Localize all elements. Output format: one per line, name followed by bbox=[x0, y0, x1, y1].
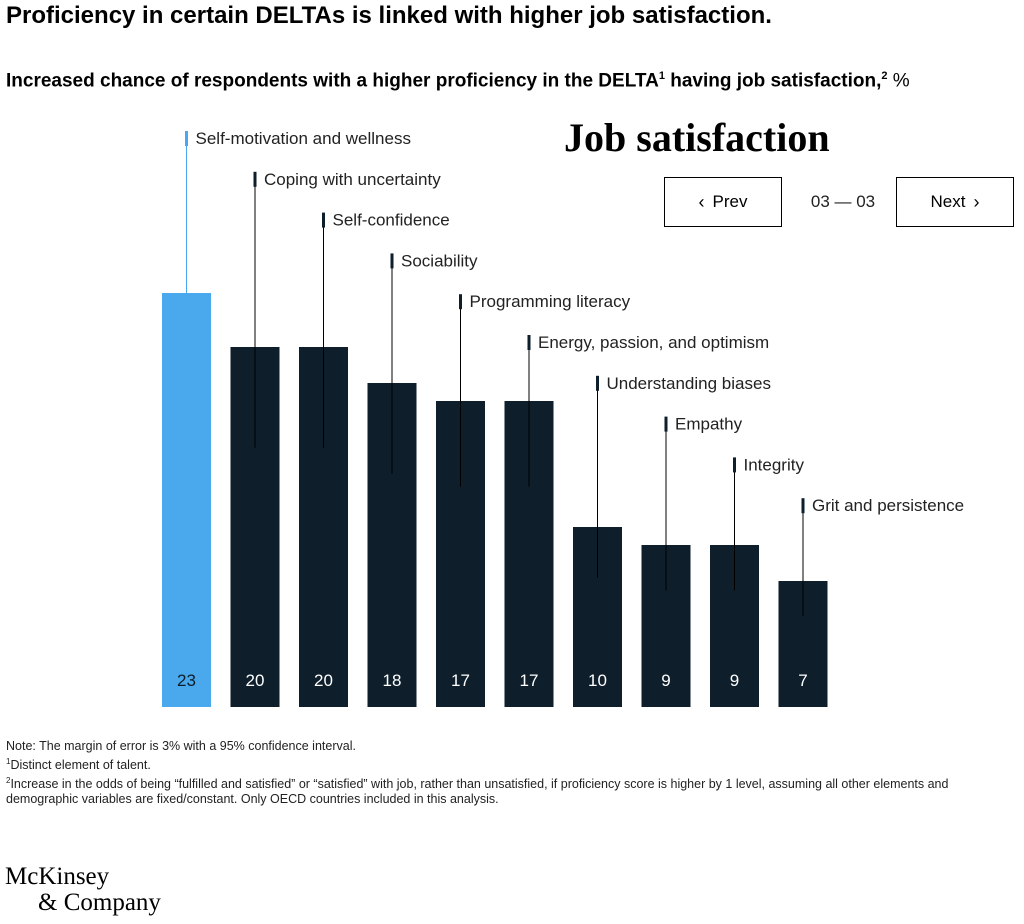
page-indicator: 03 — 03 bbox=[810, 192, 876, 211]
label-tick-6 bbox=[596, 375, 599, 391]
logo-line-2: & Company bbox=[38, 889, 161, 916]
footnotes: Note: The margin of error is 3% with a 9… bbox=[6, 739, 1016, 807]
panel-title: Job satisfaction bbox=[564, 115, 830, 160]
note-text: Note: The margin of error is 3% with a 9… bbox=[6, 739, 356, 753]
next-label: Next bbox=[930, 192, 966, 211]
footnote-2: 2Increase in the odds of being “fulfille… bbox=[6, 776, 949, 807]
prev-label: Prev bbox=[712, 192, 748, 211]
category-label-9: Grit and persistence bbox=[812, 496, 964, 515]
value-label-9: 7 bbox=[798, 671, 807, 690]
value-label-3: 18 bbox=[383, 671, 402, 690]
label-tick-8 bbox=[733, 457, 736, 473]
chevron-left-icon: ‹ bbox=[698, 192, 705, 212]
category-label-0: Self-motivation and wellness bbox=[196, 129, 411, 148]
logo-line-1: McKinsey bbox=[5, 863, 110, 890]
subtitle-footnote-2: 2 bbox=[881, 70, 888, 82]
label-tick-9 bbox=[801, 498, 805, 514]
chart-subtitle: Increased chance of respondents with a h… bbox=[6, 70, 910, 92]
prev-button[interactable]: ‹ Prev bbox=[664, 177, 782, 227]
value-label-6: 10 bbox=[588, 671, 607, 690]
headline: Proficiency in certain DELTAs is linked … bbox=[6, 2, 772, 29]
category-label-6: Understanding biases bbox=[607, 374, 771, 393]
next-button[interactable]: Next › bbox=[896, 177, 1014, 227]
footnote-1: 1Distinct element of talent. bbox=[6, 757, 151, 773]
value-label-5: 17 bbox=[520, 671, 539, 690]
subtitle-unit: % bbox=[887, 70, 910, 92]
value-label-1: 20 bbox=[246, 671, 265, 690]
label-tick-3 bbox=[390, 253, 394, 269]
value-label-4: 17 bbox=[451, 671, 470, 690]
label-tick-2 bbox=[322, 212, 325, 228]
value-label-0: 23 bbox=[177, 671, 196, 690]
label-tick-1 bbox=[253, 171, 257, 187]
value-label-8: 9 bbox=[730, 671, 739, 690]
value-label-7: 9 bbox=[661, 671, 670, 690]
mckinsey-logo: McKinsey & Company bbox=[5, 864, 161, 916]
chevron-right-icon: › bbox=[973, 192, 980, 212]
value-label-2: 20 bbox=[314, 671, 333, 690]
category-label-2: Self-confidence bbox=[333, 211, 450, 230]
category-label-3: Sociability bbox=[401, 251, 478, 270]
label-tick-4 bbox=[459, 294, 462, 310]
category-label-7: Empathy bbox=[675, 415, 743, 434]
label-tick-5 bbox=[527, 335, 531, 350]
subtitle-text: Increased chance of respondents with a h… bbox=[6, 70, 659, 92]
label-tick-7 bbox=[664, 416, 668, 432]
label-tick-0 bbox=[185, 131, 188, 146]
subtitle-tail: having job satisfaction, bbox=[664, 70, 882, 92]
category-label-1: Coping with uncertainty bbox=[264, 170, 441, 189]
category-label-5: Energy, passion, and optimism bbox=[538, 333, 769, 352]
category-label-8: Integrity bbox=[744, 455, 805, 474]
subtitle-footnote-1: 1 bbox=[658, 70, 665, 82]
category-label-4: Programming literacy bbox=[470, 292, 631, 311]
